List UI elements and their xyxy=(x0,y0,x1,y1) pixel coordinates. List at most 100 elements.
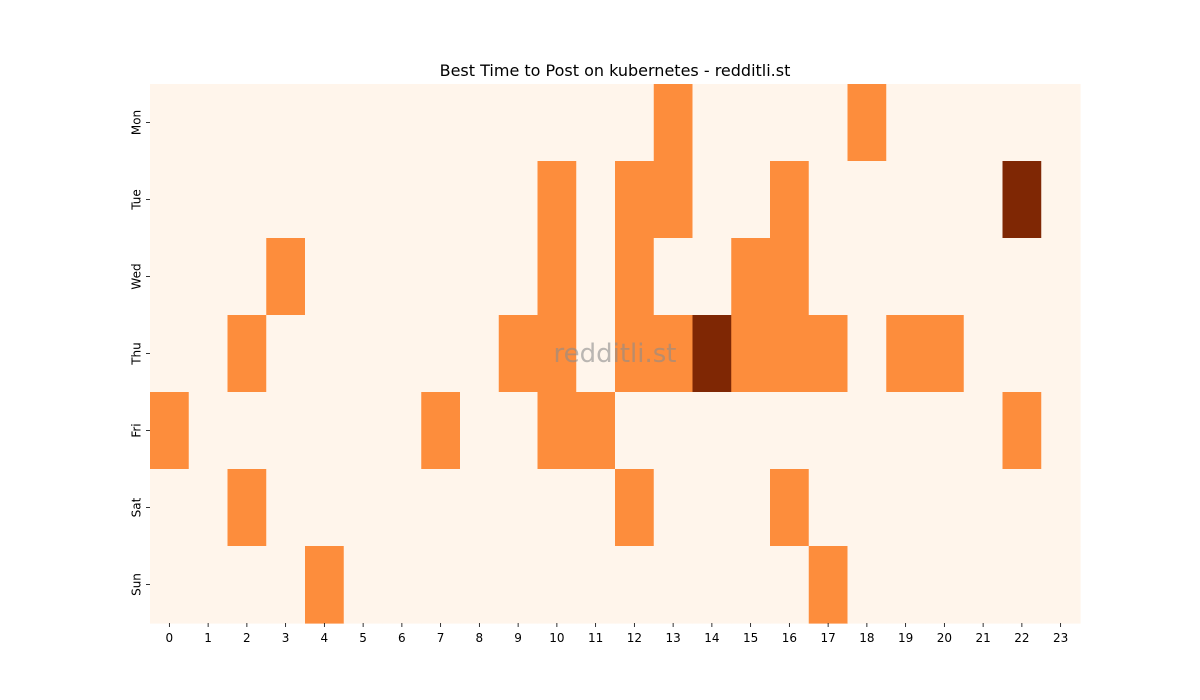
x-tick-label: 22 xyxy=(1014,631,1029,645)
chart-title: Best Time to Post on kubernetes - reddit… xyxy=(440,61,791,80)
heatmap-cell xyxy=(266,315,306,393)
heatmap-cell xyxy=(808,392,849,470)
heatmap-cell xyxy=(343,469,384,547)
heatmap-cell xyxy=(1002,161,1042,239)
heatmap-cell xyxy=(343,84,384,162)
heatmap-cell xyxy=(188,469,229,547)
heatmap-cell xyxy=(1041,161,1081,239)
heatmap-cell xyxy=(731,315,771,393)
heatmap-cell xyxy=(925,546,965,624)
heatmap-cell xyxy=(343,315,384,393)
heatmap-cell xyxy=(731,161,771,239)
heatmap-cell xyxy=(692,392,732,470)
x-tick-label: 8 xyxy=(476,631,484,645)
heatmap-cell xyxy=(770,546,810,624)
heatmap-cell xyxy=(847,392,887,470)
heatmap-cell xyxy=(343,238,384,316)
heatmap-cell xyxy=(421,315,461,393)
x-tick-label: 23 xyxy=(1053,631,1068,645)
x-tick-label: 20 xyxy=(937,631,952,645)
heatmap-cell xyxy=(808,315,849,393)
heatmap-cell xyxy=(615,238,655,316)
heatmap-cell xyxy=(460,315,500,393)
heatmap-cell xyxy=(847,469,887,547)
heatmap-cells xyxy=(150,84,1081,624)
heatmap-cell xyxy=(343,546,384,624)
heatmap-cell xyxy=(227,469,267,547)
heatmap-cell xyxy=(925,469,965,547)
x-tick-label: 21 xyxy=(975,631,990,645)
heatmap-cell xyxy=(770,469,810,547)
heatmap-cell xyxy=(847,546,887,624)
heatmap-cell xyxy=(692,546,732,624)
heatmap-cell xyxy=(382,84,422,162)
heatmap-cell xyxy=(808,161,849,239)
heatmap-cell xyxy=(498,469,539,547)
heatmap-cell xyxy=(925,392,965,470)
heatmap-cell xyxy=(808,84,849,162)
heatmap-cell xyxy=(421,84,461,162)
watermark: redditli.st xyxy=(554,339,677,369)
heatmap-cell xyxy=(460,161,500,239)
heatmap-cell xyxy=(498,161,539,239)
heatmap-cell xyxy=(537,161,577,239)
heatmap-cell xyxy=(576,469,616,547)
x-tick-label: 1 xyxy=(204,631,212,645)
heatmap-cell xyxy=(576,238,616,316)
heatmap-cell xyxy=(1041,238,1081,316)
heatmap-cell xyxy=(537,392,577,470)
heatmap-cell xyxy=(963,161,1004,239)
heatmap-cell xyxy=(150,392,190,470)
heatmap-cell xyxy=(963,546,1004,624)
heatmap-cell xyxy=(886,238,926,316)
heatmap-cell xyxy=(537,469,577,547)
heatmap-cell xyxy=(460,84,500,162)
heatmap-cell xyxy=(227,161,267,239)
heatmap-cell xyxy=(1041,392,1081,470)
heatmap-cell xyxy=(421,161,461,239)
heatmap-cell xyxy=(731,469,771,547)
heatmap-cell xyxy=(537,546,577,624)
heatmap-cell xyxy=(886,315,926,393)
heatmap-cell xyxy=(305,161,345,239)
heatmap-cell xyxy=(653,84,694,162)
y-tick-label: Thu xyxy=(130,342,144,366)
heatmap-cell xyxy=(1002,392,1042,470)
heatmap-cell xyxy=(653,546,694,624)
x-tick-label: 9 xyxy=(514,631,522,645)
y-tick-label: Mon xyxy=(130,110,144,135)
heatmap-cell xyxy=(886,546,926,624)
heatmap-cell xyxy=(266,161,306,239)
heatmap-cell xyxy=(692,315,732,393)
heatmap-cell xyxy=(188,161,229,239)
heatmap-cell xyxy=(692,238,732,316)
y-tick-label: Fri xyxy=(130,423,144,437)
heatmap-cell xyxy=(305,469,345,547)
x-tick-label: 18 xyxy=(859,631,874,645)
heatmap-cell xyxy=(615,161,655,239)
heatmap-cell xyxy=(576,161,616,239)
heatmap-cell xyxy=(227,238,267,316)
heatmap-cell xyxy=(1002,238,1042,316)
heatmap-cell xyxy=(305,392,345,470)
heatmap-cell xyxy=(382,392,422,470)
heatmap-cell xyxy=(692,161,732,239)
x-tick-label: 19 xyxy=(898,631,913,645)
heatmap-cell xyxy=(227,546,267,624)
heatmap-cell xyxy=(925,315,965,393)
heatmap-cell xyxy=(227,392,267,470)
heatmap-cell xyxy=(886,469,926,547)
heatmap-cell xyxy=(460,238,500,316)
x-tick-label: 12 xyxy=(627,631,642,645)
x-tick-label: 7 xyxy=(437,631,445,645)
heatmap-cell xyxy=(343,161,384,239)
heatmap-cell xyxy=(460,546,500,624)
heatmap-cell xyxy=(653,161,694,239)
heatmap-cell xyxy=(498,392,539,470)
heatmap-cell xyxy=(653,392,694,470)
x-tick-label: 2 xyxy=(243,631,251,645)
heatmap-cell xyxy=(770,84,810,162)
heatmap-cell xyxy=(847,161,887,239)
heatmap-cell xyxy=(615,392,655,470)
heatmap-cell xyxy=(770,315,810,393)
